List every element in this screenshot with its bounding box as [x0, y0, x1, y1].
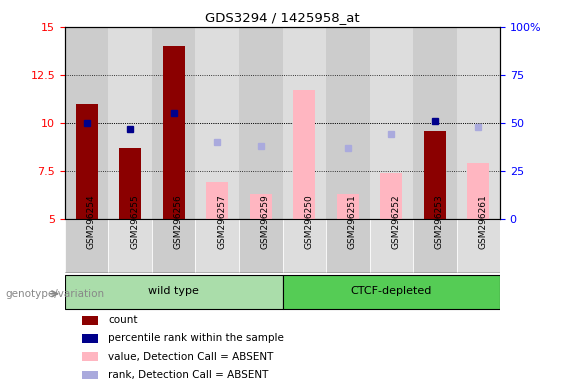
Bar	[380, 173, 402, 219]
Bar	[413, 27, 457, 219]
Bar	[82, 352, 98, 361]
Bar	[65, 219, 108, 273]
Bar	[239, 219, 282, 273]
Text: genotype/variation: genotype/variation	[6, 289, 105, 299]
Text: GSM296257: GSM296257	[217, 194, 226, 249]
Text: value, Detection Call = ABSENT: value, Detection Call = ABSENT	[108, 352, 274, 362]
Bar	[163, 46, 185, 219]
Text: GSM296253: GSM296253	[435, 194, 444, 249]
Text: GSM296250: GSM296250	[304, 194, 313, 249]
Bar	[282, 219, 326, 273]
Bar	[337, 194, 359, 219]
Bar	[152, 219, 195, 273]
Text: GSM296252: GSM296252	[391, 194, 400, 249]
Bar	[82, 334, 98, 343]
Bar	[82, 371, 98, 379]
Bar	[195, 219, 239, 273]
Bar	[282, 27, 326, 219]
Bar	[65, 27, 108, 219]
Bar	[457, 219, 500, 273]
Bar	[239, 27, 282, 219]
Text: GSM296254: GSM296254	[87, 194, 95, 249]
Text: rank, Detection Call = ABSENT: rank, Detection Call = ABSENT	[108, 370, 269, 380]
Bar	[370, 27, 413, 219]
Bar	[293, 90, 315, 219]
Bar	[195, 27, 239, 219]
Bar	[206, 182, 228, 219]
Text: GSM296251: GSM296251	[347, 194, 357, 249]
Title: GDS3294 / 1425958_at: GDS3294 / 1425958_at	[205, 11, 360, 24]
Text: wild type: wild type	[148, 286, 199, 296]
Bar	[250, 194, 272, 219]
Bar	[413, 219, 457, 273]
Bar	[76, 104, 98, 219]
Bar	[152, 27, 195, 219]
Bar	[326, 27, 370, 219]
Bar	[82, 316, 98, 324]
Text: count: count	[108, 315, 138, 325]
Text: GSM296255: GSM296255	[131, 194, 139, 249]
Text: GSM296259: GSM296259	[261, 194, 270, 249]
Text: GSM296256: GSM296256	[174, 194, 182, 249]
Text: CTCF-depleted: CTCF-depleted	[350, 286, 432, 296]
Text: GSM296261: GSM296261	[478, 194, 487, 249]
Bar	[467, 163, 489, 219]
Bar	[108, 27, 152, 219]
Bar	[282, 275, 500, 309]
Bar	[326, 219, 370, 273]
Bar	[370, 219, 413, 273]
Bar	[457, 27, 500, 219]
Bar	[108, 219, 152, 273]
Bar	[119, 148, 141, 219]
Bar	[65, 275, 282, 309]
Bar	[424, 131, 446, 219]
Text: percentile rank within the sample: percentile rank within the sample	[108, 333, 284, 343]
